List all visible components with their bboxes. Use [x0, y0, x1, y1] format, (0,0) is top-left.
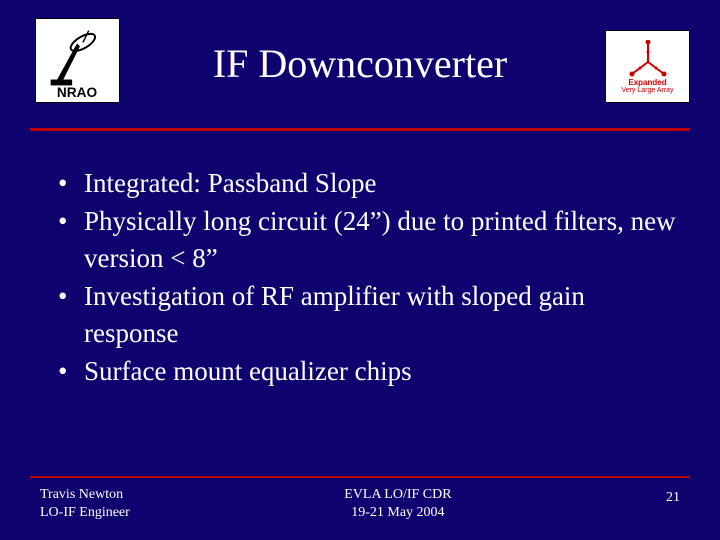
footer-page: 21: [666, 486, 680, 506]
slide-footer: Travis Newton LO-IF Engineer EVLA LO/IF …: [40, 486, 680, 526]
slide-header: NRAO Expanded Very Large Array IF Downco…: [0, 0, 720, 130]
footer-author-block: Travis Newton LO-IF Engineer: [40, 486, 130, 522]
footer-divider: [30, 476, 690, 478]
bullet-dot: •: [58, 165, 84, 201]
evla-label-2: Very Large Array: [621, 87, 673, 94]
bullet-text: Physically long circuit (24”) due to pri…: [84, 203, 680, 276]
bullet-text: Integrated: Passband Slope: [84, 165, 680, 201]
footer-event-block: EVLA LO/IF CDR 19-21 May 2004: [344, 486, 451, 522]
bullet-text: Investigation of RF amplifier with slope…: [84, 278, 680, 351]
bullet-dot: •: [58, 353, 84, 389]
bullet-item: • Investigation of RF amplifier with slo…: [58, 278, 680, 351]
footer-author: Travis Newton: [40, 486, 130, 504]
bullet-text: Surface mount equalizer chips: [84, 353, 680, 389]
header-divider: [30, 128, 690, 131]
footer-date: 19-21 May 2004: [344, 504, 451, 522]
bullet-dot: •: [58, 203, 84, 276]
footer-role: LO-IF Engineer: [40, 504, 130, 522]
bullet-dot: •: [58, 278, 84, 351]
svg-text:NRAO: NRAO: [57, 85, 98, 100]
bullet-item: • Integrated: Passband Slope: [58, 165, 680, 201]
slide-content: • Integrated: Passband Slope • Physicall…: [58, 165, 680, 392]
bullet-item: • Physically long circuit (24”) due to p…: [58, 203, 680, 276]
footer-event: EVLA LO/IF CDR: [344, 486, 451, 504]
slide-title: IF Downconverter: [0, 40, 720, 87]
bullet-item: • Surface mount equalizer chips: [58, 353, 680, 389]
